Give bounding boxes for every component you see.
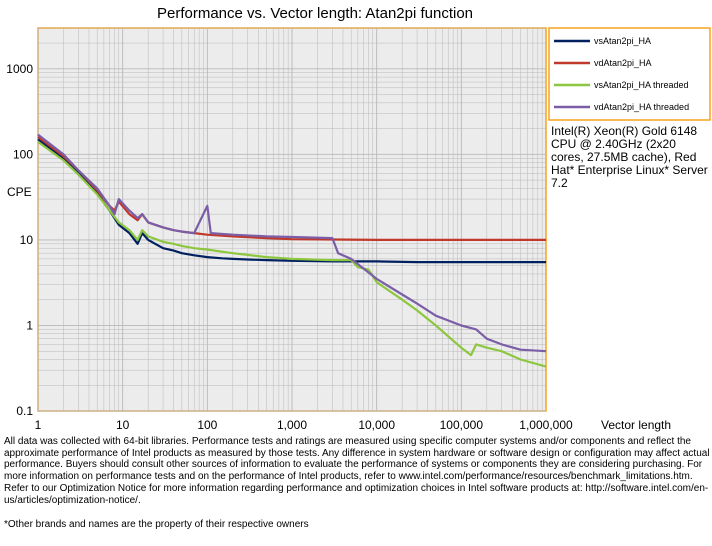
x-tick-label: 100 — [197, 418, 217, 432]
legend-box — [548, 27, 711, 121]
y-tick-label: 10 — [20, 233, 34, 247]
grid-lines — [37, 27, 546, 412]
legend-label: vdAtan2pi_HA threaded — [594, 102, 689, 112]
x-tick-label: 10 — [116, 418, 130, 432]
performance-chart: Performance vs. Vector length: Atan2pi f… — [6, 5, 711, 432]
legend-label: vsAtan2pi_HA — [594, 36, 651, 46]
y-tick-label: 100 — [13, 147, 33, 161]
x-tick-label: 100,000 — [440, 418, 484, 432]
x-tick-label: 1,000 — [277, 418, 307, 432]
series-line-4 — [37, 133, 547, 353]
legend: vsAtan2pi_HA vdAtan2pi_HA vsAtan2pi_HA thr… — [554, 36, 689, 112]
x-tick-labels: 1 10 100 1,000 10,000 100,000 1,000,000 — [35, 418, 573, 432]
trademark-footnote: *Other brands and names are the property… — [4, 519, 309, 530]
y-tick-labels: 0.1 1 10 100 1000 — [6, 62, 33, 418]
x-tick-label: 1,000,000 — [519, 418, 573, 432]
series-lines — [37, 133, 547, 368]
y-tick-label: 1000 — [6, 62, 33, 76]
x-tick-label: 10,000 — [358, 418, 395, 432]
cpu-config-note: Intel(R) Xeon(R) Gold 6148 CPU @ 2.40GHz… — [551, 124, 708, 190]
x-tick-label: 1 — [35, 418, 42, 432]
y-axis-label: CPE — [7, 185, 32, 199]
x-axis-label: Vector length — [601, 418, 671, 432]
series-line-3 — [37, 141, 547, 368]
legend-label: vsAtan2pi_HA threaded — [594, 80, 689, 90]
performance-disclaimer: All data was collected with 64-bit libra… — [4, 436, 710, 506]
y-tick-label: 0.1 — [16, 404, 33, 418]
y-tick-label: 1 — [26, 318, 33, 332]
chart-title: Performance vs. Vector length: Atan2pi f… — [157, 5, 473, 22]
legend-label: vdAtan2pi_HA — [594, 58, 652, 68]
